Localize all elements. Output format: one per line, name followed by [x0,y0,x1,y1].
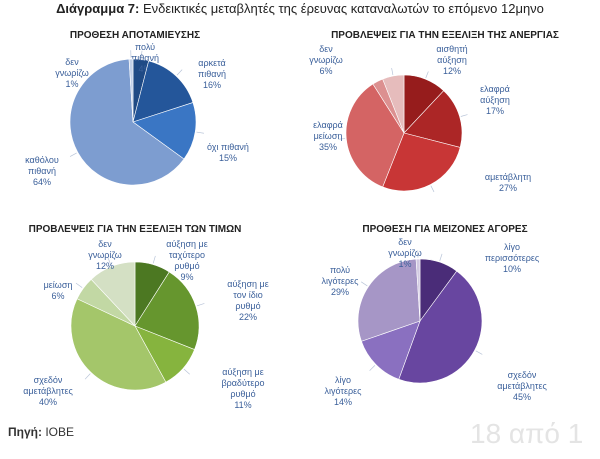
page-counter-watermark: 18 από 1 [470,418,584,449]
leader-line [460,114,468,117]
slice-label: αρκετά πιθανή 16% [198,58,226,90]
pie-chart-2: ΠΡΟΒΛΕΨΕΙΣ ΓΙΑ ΤΗΝ ΕΞΕΛΙΞΗ ΤΗΣ ΑΝΕΡΓΙΑΣ α… [309,30,559,193]
slice-label: μείωση 6% [44,280,73,301]
leader-line [140,50,143,59]
figure-number: Διάγραμμα 7: [56,1,140,16]
pie-slice [398,270,483,384]
source-label: Πηγή: [8,425,42,439]
slice-label: καθόλου πιθανή 64% [25,155,59,187]
slice-label: λίγο περισσότερες 10% [485,242,540,274]
slice-label: πολύ λιγότερες 29% [322,265,360,297]
pie-chart-3: ΠΡΟΒΛΕΨΕΙΣ ΓΙΑ ΤΗΝ ΕΞΕΛΙΞΗ ΤΩΝ ΤΙΜΩΝ αύξη… [23,224,269,410]
pie-slice [132,60,194,123]
leader-line [369,365,376,371]
pie-slice [382,132,461,192]
slice-label: ελαφρά αύξηση 17% [480,84,510,116]
leader-line [152,255,156,264]
figure-title: Διάγραμμα 7: Ενδεικτικές μεταβλητές της … [0,1,600,16]
leader-line [75,282,83,288]
slice-label: αύξηση με ταχύτερο ρυθμό 9% [166,239,207,282]
slice-label: σχεδόν αμετάβλητες 40% [23,375,73,407]
leader-line [338,138,346,140]
leader-line [196,303,205,307]
slice-label: δεν γνωρίζω 12% [88,239,122,271]
leader-line [183,368,190,375]
slice-label: δεν γνωρίζω 1% [55,57,89,89]
leader-line [425,71,429,79]
chart-title: ΠΡΟΘΕΣΗ ΑΠΟΤΑΜΙΕΥΣΗΣ [70,30,200,41]
leader-line [439,253,443,262]
slice-label: δεν γνωρίζω 6% [309,44,343,76]
pie-slice [415,258,421,322]
source-value: ΙΟΒΕ [42,425,75,439]
slice-label: πολύ πιθανή 4% [131,42,159,74]
chart-title: ΠΡΟΘΕΣΗ ΓΙΑ ΜΕΙΖΟΝΕΣ ΑΓΟΡΕΣ [362,224,527,235]
leader-line [69,152,77,157]
slice-label: αύξηση με τον ίδιο ρυθμό 22% [227,279,268,322]
chart-title: ΠΡΟΒΛΕΨΕΙΣ ΓΙΑ ΤΗΝ ΕΞΕΛΙΞΗ ΤΗΣ ΑΝΕΡΓΙΑΣ [331,30,559,41]
leader-line [196,131,204,134]
source-note: Πηγή: ΙΟΒΕ [8,425,74,439]
slice-label: αμετάβλητη 27% [485,172,531,193]
leader-line [430,185,435,193]
pie-slice [69,58,185,186]
leader-line [107,258,112,266]
leader-line [475,350,483,355]
leader-line [176,69,183,76]
leader-line [391,67,394,75]
leader-line [84,373,91,380]
pie-slice [357,258,421,342]
pie-slice [132,102,197,160]
figure-caption: Ενδεικτικές μεταβλητές της έρευνας καταν… [139,1,544,16]
slice-label: ελαφρά μείωση 35% [313,120,343,152]
pie-slice [382,74,405,134]
pie-slice [90,261,136,327]
slice-label: σχεδόν αμετάβλητες 45% [497,370,547,402]
chart-title: ΠΡΟΒΛΕΨΕΙΣ ΓΙΑ ΤΗΝ ΕΞΕΛΙΞΗ ΤΩΝ ΤΙΜΩΝ [29,224,242,235]
leader-line [360,281,368,287]
slice-label: δεν γνωρίζω 1% [388,237,422,269]
slice-label: όχι πιθανή 15% [207,142,249,163]
pie-slice [128,58,134,123]
pie-chart-4: ΠΡΟΘΕΣΗ ΓΙΑ ΜΕΙΖΟΝΕΣ ΑΓΟΡΕΣ λίγο περισσότε… [322,224,548,407]
pie-slice [361,320,421,380]
pie-slice [134,271,200,350]
pie-slice [403,90,463,148]
pie-slice [345,83,405,188]
slice-label: αισθητή αύξηση 12% [436,44,467,76]
slice-label: λίγο λιγότερες 14% [325,375,363,407]
pie-slice [70,298,167,391]
slice-label: αύξηση με βραδύτερο ρυθμό 11% [221,367,264,410]
